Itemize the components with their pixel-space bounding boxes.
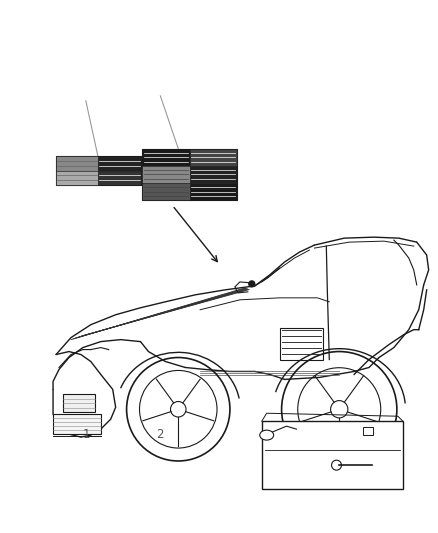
Bar [56,156,98,171]
Bar [190,166,237,183]
Text: 1: 1 [82,428,90,441]
Bar [190,149,237,166]
Bar [363,426,373,434]
Bar [56,156,141,185]
Bar [63,394,95,412]
Polygon shape [53,414,101,434]
Bar [142,149,190,166]
Bar [262,421,403,489]
Bar [142,183,190,200]
Bar [142,166,190,183]
Bar [98,171,141,185]
Bar [142,149,237,200]
Bar [190,183,237,200]
Text: 2: 2 [156,428,164,441]
Bar [98,156,141,171]
Circle shape [249,281,255,287]
Bar [279,328,323,360]
Ellipse shape [260,430,274,440]
Bar [56,171,98,185]
